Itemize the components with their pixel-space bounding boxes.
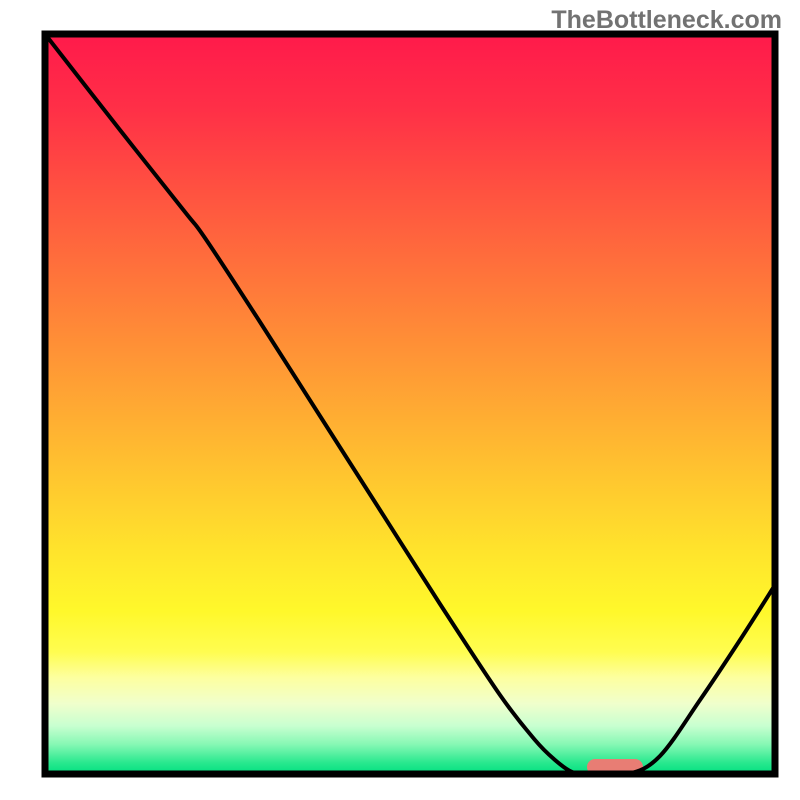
bottleneck-chart <box>0 0 800 800</box>
watermark-text: TheBottleneck.com <box>551 6 782 35</box>
chart-container: { "watermark": "TheBottleneck.com", "cha… <box>0 0 800 800</box>
gradient-background <box>45 34 775 774</box>
